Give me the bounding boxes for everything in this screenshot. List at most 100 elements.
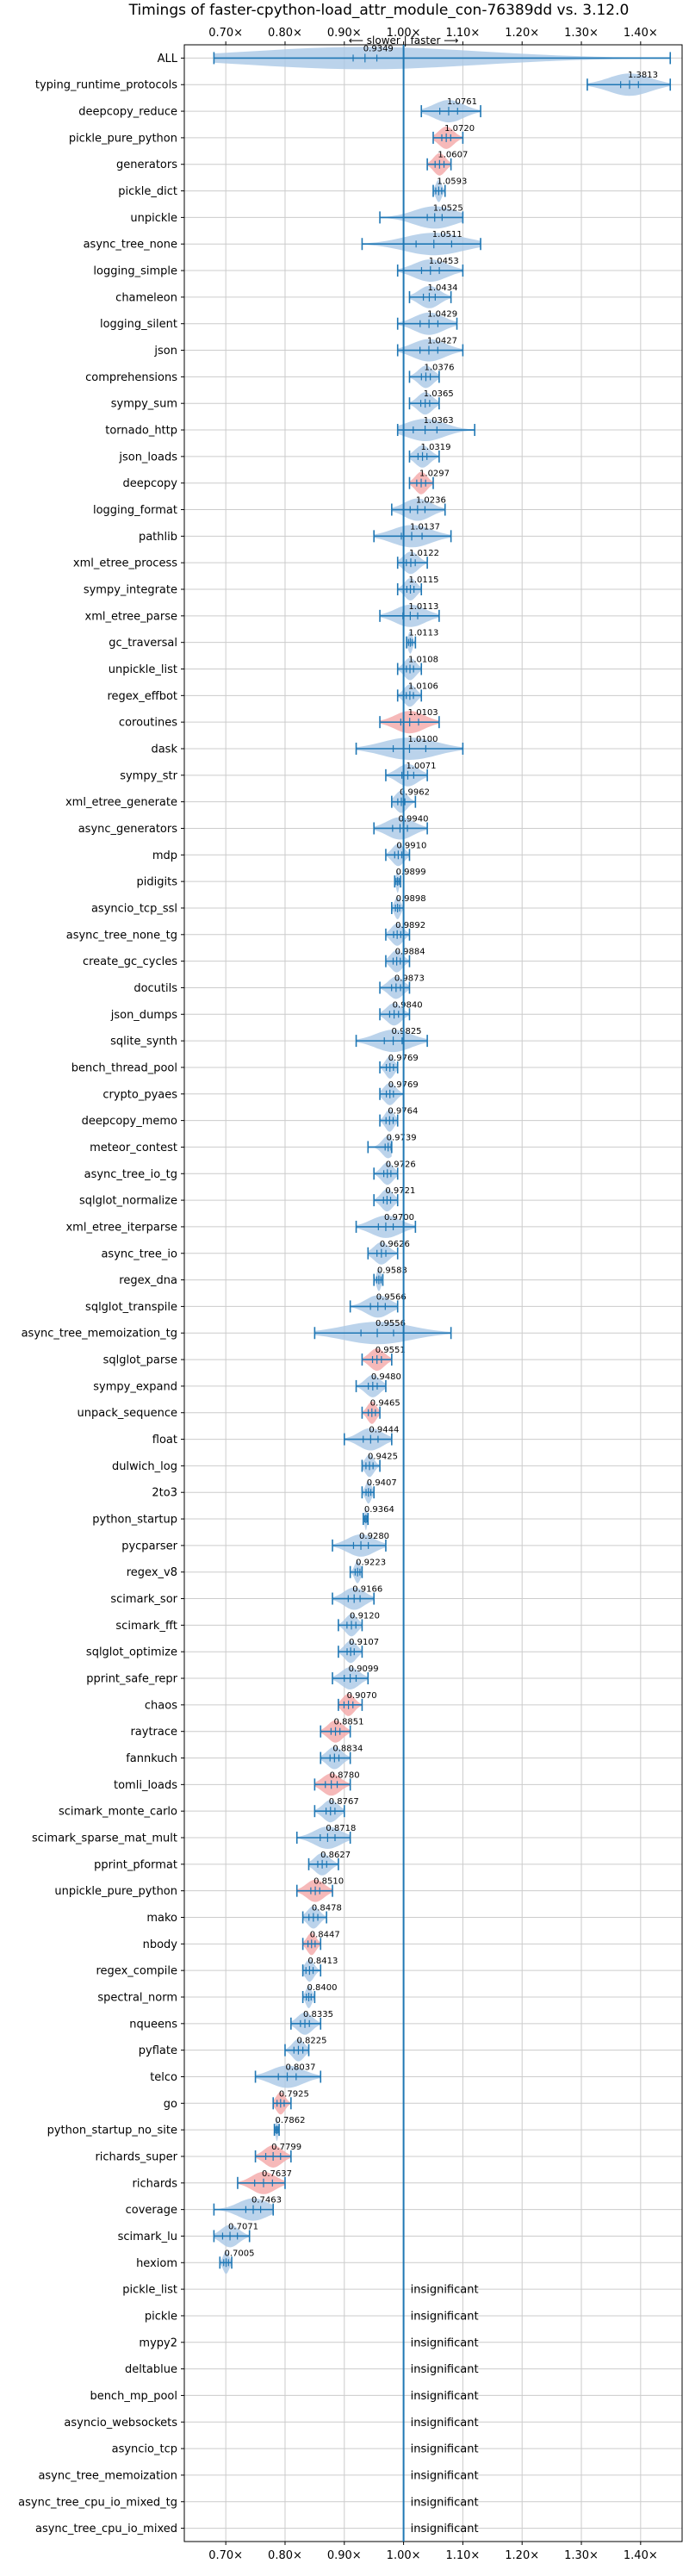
category-label: python_startup: [92, 1514, 177, 1527]
value-label: 0.9884: [395, 948, 425, 957]
category-label: typing_runtime_protocols: [35, 79, 177, 92]
insignificant-label: insignificant: [411, 2390, 479, 2403]
category-label: pickle_pure_python: [69, 132, 177, 145]
category-label: async_tree_none: [84, 239, 177, 252]
value-label: 0.7799: [271, 2143, 301, 2152]
value-label: 0.9107: [349, 1638, 379, 1647]
insignificant-label: insignificant: [411, 2469, 479, 2482]
category-label: logging_silent: [100, 318, 177, 331]
value-label: 0.9556: [376, 1319, 406, 1328]
value-label: 1.0607: [438, 151, 468, 160]
category-label: sqlglot_transpile: [85, 1301, 177, 1314]
value-label: 0.7463: [251, 2196, 282, 2206]
category-label: xml_etree_parse: [85, 610, 177, 623]
x-tick-label-bottom: 0.80×: [268, 2549, 302, 2562]
category-label: deepcopy_memo: [82, 1115, 177, 1128]
category-label: mako: [146, 1912, 177, 1925]
value-label: 0.9364: [364, 1505, 394, 1515]
value-label: 1.0106: [408, 681, 438, 691]
insignificant-label: insignificant: [411, 2523, 479, 2536]
category-label: sqlglot_parse: [103, 1354, 177, 1367]
insignificant-label: insignificant: [411, 2310, 479, 2323]
value-label: 0.9873: [394, 974, 425, 983]
category-label: pickle_dict: [118, 185, 177, 198]
category-label: ALL: [158, 53, 178, 65]
category-label: deepcopy: [122, 477, 177, 490]
plot-frame: [183, 44, 683, 2542]
category-label: async_tree_memoization: [38, 2469, 177, 2482]
value-label: 0.7637: [262, 2169, 292, 2179]
value-label: 0.9551: [376, 1346, 406, 1355]
x-tick-label-top: 1.40×: [624, 27, 658, 40]
category-label: chameleon: [115, 291, 177, 304]
category-label: regex_dna: [119, 1274, 177, 1287]
value-label: 0.8037: [286, 2063, 316, 2072]
chart-title: Timings of faster-cpython-load_attr_modu…: [128, 2, 630, 19]
category-label: 2to3: [152, 1487, 177, 1500]
category-label: pickle: [145, 2310, 177, 2323]
category-label: json_loads: [118, 451, 177, 464]
value-label: 1.0720: [444, 124, 475, 134]
category-label: go: [164, 2098, 177, 2111]
category-label: dulwich_log: [112, 1460, 177, 1473]
x-tick-label-top: 1.20×: [505, 27, 539, 40]
value-label: 0.8627: [320, 1851, 351, 1860]
category-label: nbody: [143, 1938, 178, 1951]
x-tick-label-bottom: 0.70×: [208, 2549, 243, 2562]
value-label: 0.9407: [367, 1478, 397, 1488]
category-label: logging_format: [93, 504, 177, 517]
value-label: 0.9425: [368, 1452, 398, 1461]
category-label: coroutines: [119, 717, 177, 730]
value-label: 0.9910: [396, 841, 426, 850]
x-tick-label-top: 0.70×: [208, 27, 243, 40]
value-label: 0.9349: [363, 44, 394, 53]
category-label: xml_etree_iterparse: [65, 1221, 177, 1234]
value-label: 0.9280: [359, 1532, 389, 1541]
category-label: richards: [133, 2177, 178, 2190]
value-label: 1.0429: [427, 310, 457, 320]
value-label: 0.9825: [392, 1027, 422, 1036]
value-label: 1.0593: [437, 177, 467, 187]
value-label: 1.0363: [424, 416, 454, 426]
insignificant-label: insignificant: [411, 2496, 479, 2509]
category-label: comprehensions: [85, 371, 177, 384]
x-tick-label-top: 1.30×: [564, 27, 599, 40]
category-label: asyncio_websockets: [64, 2417, 177, 2430]
category-label: chaos: [145, 1699, 177, 1712]
x-tick-label-bottom: 1.00×: [387, 2549, 421, 2562]
category-label: async_tree_io_tg: [84, 1168, 177, 1181]
category-label: mdp: [152, 849, 177, 862]
value-label: 1.0319: [421, 443, 451, 452]
insignificant-label: insignificant: [411, 2336, 479, 2349]
category-label: tornado_http: [105, 425, 177, 438]
value-label: 0.9566: [376, 1292, 407, 1302]
category-label: pprint_pformat: [94, 1858, 177, 1871]
x-tick-label-top: 1.10×: [445, 27, 480, 40]
category-label: logging_simple: [93, 265, 177, 278]
category-label: unpickle_pure_python: [54, 1885, 177, 1898]
category-label: sympy_str: [120, 769, 177, 782]
direction-label: ⟵ slower | faster ⟶: [349, 34, 459, 47]
category-label: sqlglot_optimize: [86, 1646, 177, 1659]
value-label: 0.9223: [356, 1559, 386, 1568]
category-label: generators: [116, 159, 177, 171]
value-label: 0.9700: [384, 1213, 414, 1223]
value-label: 1.0071: [406, 762, 436, 771]
category-label: coverage: [126, 2204, 177, 2217]
category-label: meteor_contest: [90, 1142, 177, 1154]
value-label: 0.9840: [393, 1000, 423, 1010]
x-tick-label-bottom: 1.10×: [445, 2549, 480, 2562]
category-label: scimark_monte_carlo: [59, 1806, 177, 1819]
category-label: unpickle: [130, 212, 177, 225]
value-label: 1.0100: [407, 735, 438, 744]
value-label: 0.9444: [369, 1426, 399, 1435]
value-label: 0.9626: [380, 1240, 410, 1249]
value-label: 1.0108: [408, 656, 438, 665]
category-label: pycparser: [121, 1540, 177, 1552]
value-label: 0.9898: [396, 894, 426, 904]
category-label: pidigits: [137, 876, 178, 889]
category-label: pprint_safe_repr: [86, 1673, 177, 1686]
value-label: 0.8718: [326, 1824, 356, 1833]
value-label: 1.0427: [427, 337, 457, 346]
value-label: 0.8780: [330, 1770, 360, 1780]
